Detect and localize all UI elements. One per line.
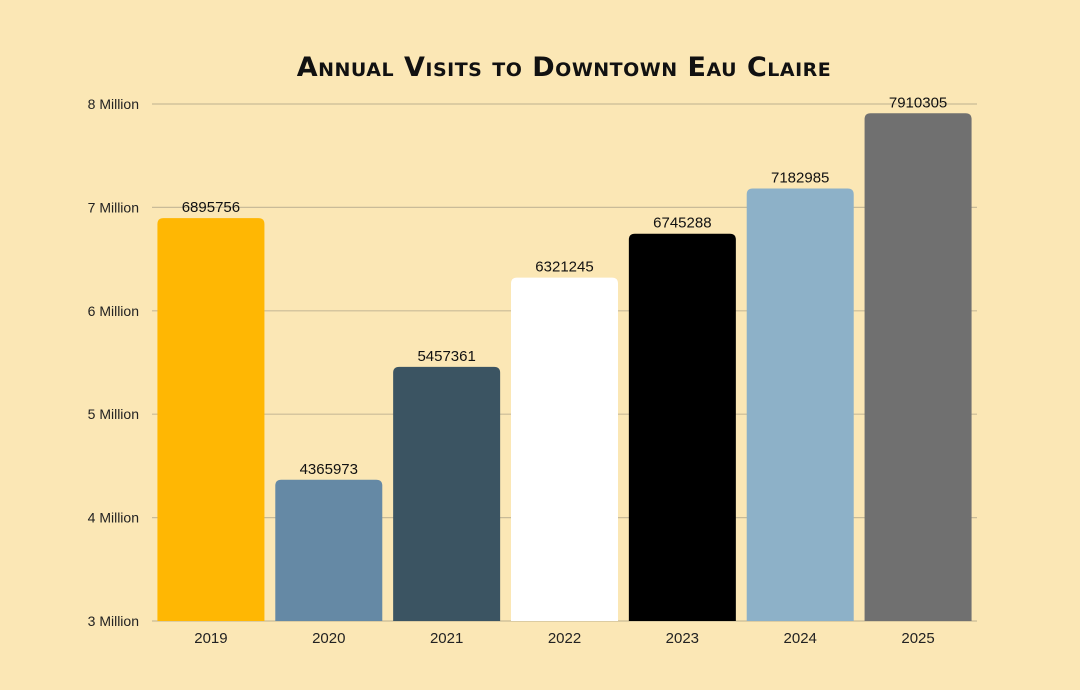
- bar-2020: [275, 479, 383, 621]
- y-tick-label: 4 Million: [88, 510, 139, 526]
- data-label: 7182985: [771, 169, 829, 186]
- bar-2022: [511, 277, 618, 621]
- y-tick-label: 7 Million: [88, 199, 139, 215]
- y-tick-label: 3 Million: [88, 613, 139, 629]
- x-tick-label: 2020: [312, 630, 345, 647]
- bar-2025: [864, 113, 972, 621]
- bar-2023: [628, 233, 736, 621]
- bar-2019: [157, 218, 265, 621]
- data-label: 6745288: [653, 215, 711, 232]
- x-tick-label: 2022: [548, 630, 581, 647]
- chart-title: Annual Visits to Downtown Eau Claire: [296, 52, 832, 83]
- y-tick-label: 5 Million: [88, 406, 139, 422]
- data-label: 6895756: [182, 199, 240, 216]
- bar-2024: [746, 188, 854, 621]
- y-tick-label: 6 Million: [88, 303, 139, 319]
- x-tick-label: 2025: [901, 630, 934, 647]
- data-label: 7910305: [889, 94, 947, 111]
- bar-2021: [393, 366, 501, 621]
- x-tick-label: 2023: [666, 630, 699, 647]
- x-tick-label: 2019: [194, 630, 227, 647]
- data-label: 4365973: [300, 461, 358, 478]
- data-label: 6321245: [535, 259, 593, 276]
- x-tick-label: 2021: [430, 630, 463, 647]
- y-tick-label: 8 Million: [88, 96, 139, 112]
- data-label: 5457361: [417, 348, 475, 365]
- x-tick-label: 2024: [784, 630, 817, 647]
